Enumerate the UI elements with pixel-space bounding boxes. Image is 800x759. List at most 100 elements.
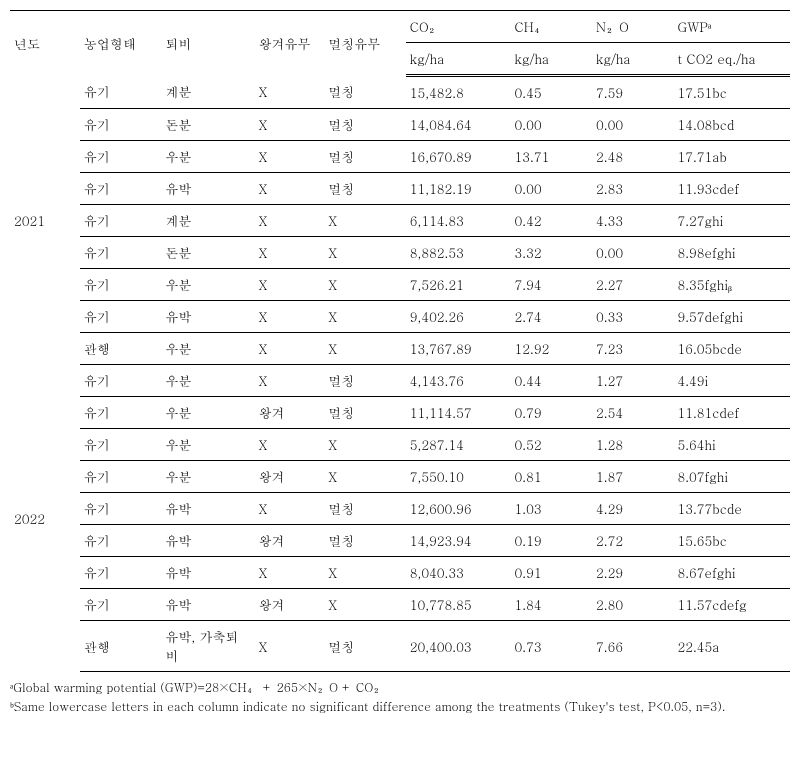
n2o-cell: 2.83 (592, 173, 673, 205)
table-row: 2022유기우분X멀칭4,143.760.441.274.49i (10, 365, 790, 397)
data-table: 년도 농업형태 퇴비 왕겨유무 멀칭유무 CO₂ CH₄ N₂O GWPᵃ kg… (10, 10, 790, 672)
ch4-cell: 0.00 (511, 109, 592, 141)
compost-cell: 우분 (161, 141, 254, 173)
husk-cell: X (254, 301, 324, 333)
gwp-cell: 11.57cdefg (674, 589, 790, 621)
farm-type-cell: 유기 (80, 141, 161, 173)
compost-cell: 유박 (161, 493, 254, 525)
n2o-cell: 2.48 (592, 141, 673, 173)
compost-cell: 유박 (161, 301, 254, 333)
co2-cell: 14,084.64 (406, 109, 511, 141)
husk-cell: X (254, 621, 324, 672)
table-row: 유기유박XX9,402.262.740.339.57defghi (10, 301, 790, 333)
ch4-cell: 0.91 (511, 557, 592, 589)
gwp-cell: 8.98efghi (674, 237, 790, 269)
mulch-cell: X (324, 461, 405, 493)
husk-cell: X (254, 76, 324, 109)
husk-cell: X (254, 493, 324, 525)
compost-cell: 우분 (161, 461, 254, 493)
mulch-cell: X (324, 333, 405, 365)
mulch-cell: 멀칭 (324, 397, 405, 429)
gwp-cell: 9.57defghi (674, 301, 790, 333)
table-row: 유기유박왕겨X10,778.851.842.8011.57cdefg (10, 589, 790, 621)
n2o-cell: 7.23 (592, 333, 673, 365)
n2o-cell: 2.54 (592, 397, 673, 429)
n2o-cell: 7.59 (592, 76, 673, 109)
co2-cell: 12,600.96 (406, 493, 511, 525)
gwp-cell: 17.71ab (674, 141, 790, 173)
n2o-cell: 0.00 (592, 109, 673, 141)
table-body: 2021유기계분X멀칭15,482.80.457.5917.51bc유기돈분X멀… (10, 76, 790, 672)
n2o-cell: 1.27 (592, 365, 673, 397)
husk-cell: X (254, 333, 324, 365)
gwp-cell: 17.51bc (674, 76, 790, 109)
mulch-cell: 멀칭 (324, 76, 405, 109)
gwp-cell: 13.77bcde (674, 493, 790, 525)
mulch-cell: 멀칭 (324, 493, 405, 525)
table-row: 유기우분XX7,526.217.942.278.35fghiᵦ (10, 269, 790, 301)
table-row: 유기돈분X멀칭14,084.640.000.0014.08bcd (10, 109, 790, 141)
mulch-cell: X (324, 301, 405, 333)
farm-type-cell: 유기 (80, 269, 161, 301)
co2-cell: 13,767.89 (406, 333, 511, 365)
table-row: 유기유박왕겨멀칭14,923.940.192.7215.65bc (10, 525, 790, 557)
farm-type-cell: 유기 (80, 365, 161, 397)
co2-cell: 14,923.94 (406, 525, 511, 557)
table-row: 유기계분XX6,114.830.424.337.27ghi (10, 205, 790, 237)
ch4-cell: 12.92 (511, 333, 592, 365)
farm-type-cell: 유기 (80, 237, 161, 269)
gwp-cell: 5.64hi (674, 429, 790, 461)
n2o-cell: 2.72 (592, 525, 673, 557)
ch4-cell: 1.84 (511, 589, 592, 621)
farm-type-cell: 유기 (80, 109, 161, 141)
hdr-ch4-unit: kg/ha (511, 43, 592, 76)
co2-cell: 7,526.21 (406, 269, 511, 301)
husk-cell: X (254, 269, 324, 301)
farm-type-cell: 유기 (80, 557, 161, 589)
compost-cell: 우분 (161, 269, 254, 301)
compost-cell: 우분 (161, 333, 254, 365)
hdr-co2: CO₂ (406, 11, 511, 43)
co2-cell: 6,114.83 (406, 205, 511, 237)
compost-cell: 우분 (161, 365, 254, 397)
mulch-cell: X (324, 589, 405, 621)
table-row: 유기우분X멀칭16,670.8913.712.4817.71ab (10, 141, 790, 173)
ch4-cell: 0.79 (511, 397, 592, 429)
ch4-cell: 0.81 (511, 461, 592, 493)
mulch-cell: 멀칭 (324, 173, 405, 205)
table-row: 유기돈분XX8,882.533.320.008.98efghi (10, 237, 790, 269)
farm-type-cell: 관행 (80, 621, 161, 672)
footnote-a: ᵃGlobal warming potential (GWP)=28×CH₄ +… (10, 678, 790, 697)
n2o-cell: 2.27 (592, 269, 673, 301)
table-row: 유기유박X멀칭12,600.961.034.2913.77bcde (10, 493, 790, 525)
co2-cell: 8,882.53 (406, 237, 511, 269)
co2-cell: 4,143.76 (406, 365, 511, 397)
hdr-mulching: 멀칭유무 (324, 11, 405, 76)
husk-cell: X (254, 557, 324, 589)
mulch-cell: X (324, 429, 405, 461)
gwp-cell: 16.05bcde (674, 333, 790, 365)
husk-cell: X (254, 365, 324, 397)
n2o-cell: 7.66 (592, 621, 673, 672)
table-row: 2021유기계분X멀칭15,482.80.457.5917.51bc (10, 76, 790, 109)
mulch-cell: 멀칭 (324, 525, 405, 557)
table-row: 유기우분왕겨X7,550.100.811.878.07fghi (10, 461, 790, 493)
footnote-b: ᵇSame lowercase letters in each column i… (10, 697, 790, 716)
gwp-cell: 8.35fghiᵦ (674, 269, 790, 301)
compost-cell: 우분 (161, 397, 254, 429)
farm-type-cell: 유기 (80, 493, 161, 525)
compost-cell: 돈분 (161, 109, 254, 141)
husk-cell: 왕겨 (254, 461, 324, 493)
table-row: 유기유박X멀칭11,182.190.002.8311.93cdef (10, 173, 790, 205)
mulch-cell: X (324, 269, 405, 301)
ch4-cell: 0.00 (511, 173, 592, 205)
gwp-cell: 15.65bc (674, 525, 790, 557)
co2-cell: 11,182.19 (406, 173, 511, 205)
ch4-cell: 1.03 (511, 493, 592, 525)
farm-type-cell: 유기 (80, 589, 161, 621)
n2o-cell: 2.80 (592, 589, 673, 621)
husk-cell: 왕겨 (254, 589, 324, 621)
table-row: 유기유박XX8,040.330.912.298.67efghi (10, 557, 790, 589)
gwp-cell: 11.93cdef (674, 173, 790, 205)
gwp-cell: 7.27ghi (674, 205, 790, 237)
